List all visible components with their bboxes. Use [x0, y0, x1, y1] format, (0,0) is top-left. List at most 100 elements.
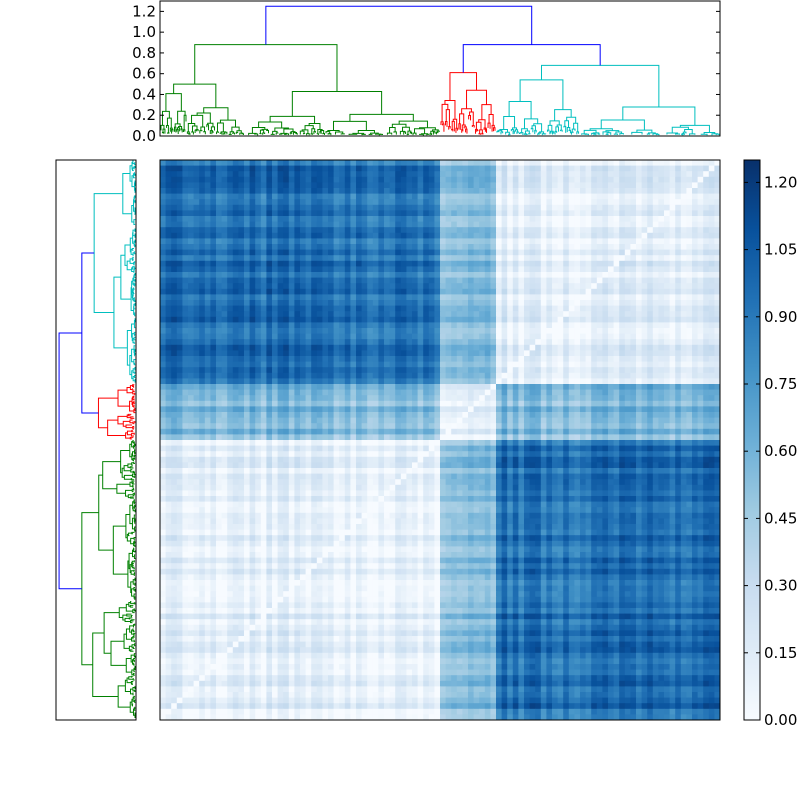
heatmap-cell	[171, 389, 178, 396]
heatmap-cell	[552, 322, 558, 329]
heatmap-cell	[356, 328, 362, 334]
heatmap-cell	[406, 283, 413, 290]
heatmap-cell	[596, 193, 603, 200]
heatmap-cell	[686, 165, 693, 172]
heatmap-cell	[389, 361, 396, 368]
heatmap-cell	[171, 260, 178, 267]
heatmap-cell	[249, 344, 256, 351]
left-green-cluster-link	[131, 659, 134, 665]
heatmap-cell	[193, 176, 200, 183]
heatmap-cell	[188, 322, 194, 329]
heatmap-cell	[260, 260, 267, 267]
heatmap-cell	[300, 328, 306, 334]
heatmap-cell	[378, 188, 385, 194]
heatmap-cell	[708, 333, 715, 340]
heatmap-cell	[619, 266, 626, 273]
top-cyan-cluster-link	[546, 129, 550, 132]
heatmap-cell	[434, 356, 441, 362]
heatmap-cell	[182, 367, 189, 374]
heatmap-cell	[260, 378, 267, 385]
heatmap-cell	[160, 356, 166, 362]
heatmap-cell	[512, 204, 519, 211]
heatmap-cell	[507, 272, 514, 278]
heatmap-cell	[361, 244, 368, 250]
heatmap-cell	[552, 165, 558, 172]
heatmap-cell	[647, 367, 654, 374]
top-green-cluster-link	[206, 124, 210, 131]
heatmap-cell	[244, 199, 250, 206]
heatmap-cell	[160, 288, 166, 295]
heatmap-cell	[512, 288, 519, 295]
heatmap-cell	[636, 165, 642, 172]
heatmap-cell	[350, 232, 357, 239]
heatmap-cell	[484, 300, 491, 306]
heatmap-cell	[160, 193, 166, 200]
heatmap-cell	[244, 171, 250, 178]
heatmap-cell	[692, 384, 698, 390]
heatmap-cell	[512, 266, 519, 273]
heatmap-cell	[176, 328, 183, 334]
heatmap-cell	[305, 367, 312, 374]
heatmap-cell	[283, 160, 290, 166]
heatmap-cell	[244, 283, 250, 290]
heatmap-cell	[496, 311, 502, 318]
top-cyan-cluster-link	[508, 133, 511, 136]
heatmap-cell	[703, 216, 710, 222]
heatmap-cell	[232, 372, 239, 379]
heatmap-cell	[624, 361, 631, 368]
heatmap-cell	[199, 384, 206, 390]
heatmap-cell	[568, 238, 575, 245]
heatmap-cell	[714, 316, 721, 323]
heatmap-cell	[294, 294, 301, 301]
heatmap-cell	[440, 165, 446, 172]
heatmap-cell	[434, 288, 441, 295]
heatmap-cell	[714, 255, 721, 262]
heatmap-cell	[428, 227, 435, 234]
heatmap-cell	[311, 255, 318, 262]
heatmap-cell	[680, 361, 687, 368]
heatmap-cell	[552, 277, 558, 284]
top-green-cluster-link	[178, 125, 183, 129]
heatmap-cell	[305, 182, 312, 189]
heatmap-cell	[244, 395, 250, 402]
heatmap-cell	[596, 199, 603, 206]
heatmap-cell	[434, 322, 441, 329]
heatmap-cell	[546, 288, 553, 295]
heatmap-cell	[445, 350, 452, 357]
heatmap-cell	[344, 328, 351, 334]
top-cyan-cluster-link	[622, 106, 696, 126]
heatmap-cell	[384, 210, 390, 217]
heatmap-cell	[647, 266, 654, 273]
heatmap-cell	[468, 305, 474, 312]
heatmap-cell	[417, 204, 424, 211]
heatmap-cell	[367, 277, 374, 284]
heatmap-cell	[204, 305, 211, 312]
heatmap-cell	[395, 316, 402, 323]
heatmap-cell	[602, 344, 609, 351]
heatmap-cell	[613, 384, 620, 390]
heatmap-cell	[176, 395, 183, 402]
heatmap-cell	[714, 378, 721, 385]
heatmap-cell	[568, 288, 575, 295]
heatmap-cell	[552, 221, 558, 228]
heatmap-cell	[580, 288, 586, 295]
heatmap-cell	[624, 216, 631, 222]
heatmap-cell	[580, 305, 586, 312]
heatmap-cell	[244, 356, 250, 362]
heatmap-cell	[378, 384, 385, 390]
top-green-cluster-link	[207, 122, 214, 127]
heatmap-cell	[400, 400, 407, 407]
heatmap-cell	[367, 165, 374, 172]
heatmap-cell	[664, 389, 670, 396]
heatmap-cell	[160, 176, 166, 183]
left-green-cluster-link	[127, 532, 132, 537]
heatmap-cell	[288, 260, 295, 267]
heatmap-cell	[512, 350, 519, 357]
top-cyan-cluster-link	[566, 116, 577, 124]
heatmap-cell	[188, 277, 194, 284]
heatmap-cell	[468, 384, 474, 390]
heatmap-cell	[652, 333, 659, 340]
heatmap-cell	[490, 249, 497, 256]
heatmap-cell	[210, 372, 217, 379]
left-green-cluster-link	[134, 501, 136, 505]
